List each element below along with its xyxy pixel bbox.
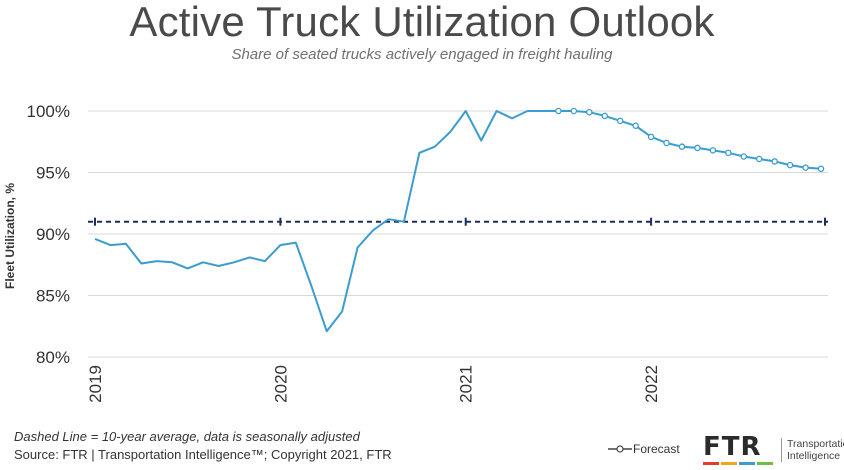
series-line-forecast xyxy=(558,110,822,170)
x-tick-label: 2020 xyxy=(271,365,290,403)
ftr-logo-text: Transportation Intelligence xyxy=(781,437,844,462)
x-tick-label: 2021 xyxy=(457,365,476,403)
logo-bar xyxy=(739,462,755,465)
ten-year-average-line xyxy=(88,217,828,226)
x-axis-tick-labels: 2019 2020 2021 2022 xyxy=(86,365,661,403)
forecast-point xyxy=(725,149,732,157)
ftr-logo-color-bars xyxy=(703,462,775,465)
forecast-point xyxy=(709,147,717,154)
chart-legend: Forecast xyxy=(607,442,680,456)
logo-text-line1: Transportation xyxy=(787,437,844,450)
x-tick-label: 2019 xyxy=(86,365,105,403)
forecast-markers xyxy=(555,107,825,173)
chart-title: Active Truck Utilization Outlook xyxy=(129,0,715,45)
forecast-point xyxy=(771,158,778,165)
forecast-point xyxy=(586,108,593,116)
ftr-logo-mark: FTR xyxy=(703,432,762,462)
y-axis-label: Fleet Utilization, % xyxy=(3,183,17,289)
chart-subtitle: Share of seated trucks actively engaged … xyxy=(231,46,613,63)
y-tick-label: 85% xyxy=(36,287,70,306)
legend-forecast-swatch xyxy=(608,445,632,453)
y-tick-label: 100% xyxy=(27,102,70,121)
logo-text-line2: Intelligence xyxy=(787,449,841,462)
forecast-point xyxy=(817,165,825,173)
ftr-logo: FTR Transportation Intelligence xyxy=(703,434,844,465)
forecast-point xyxy=(802,164,809,171)
y-tick-label: 90% xyxy=(36,225,70,244)
logo-bar xyxy=(757,462,773,465)
forecast-point xyxy=(678,143,686,150)
forecast-point xyxy=(740,153,748,160)
forecast-point xyxy=(570,107,578,115)
forecast-point xyxy=(555,107,562,115)
forecast-point xyxy=(786,161,794,169)
line-chart: 80% 85% 90% 95% 100% 2019 2020 2021 2022 Fleet … xyxy=(3,102,828,403)
forecast-point xyxy=(601,112,608,120)
y-tick-label: 80% xyxy=(36,348,70,367)
forecast-point xyxy=(755,155,763,163)
forecast-point xyxy=(647,133,655,141)
series-line-actual xyxy=(94,110,559,333)
logo-bar xyxy=(721,462,737,465)
logo-bar xyxy=(703,462,719,465)
forecast-point xyxy=(663,139,670,147)
footnote-average: Dashed Line = 10-year average, data is s… xyxy=(14,429,360,444)
source-line: Source: FTR | Transportation Intelligenc… xyxy=(14,447,392,462)
y-tick-label: 95% xyxy=(36,164,70,183)
gridlines xyxy=(88,110,828,358)
y-axis-tick-labels: 80% 85% 90% 95% 100% xyxy=(27,102,70,367)
forecast-point xyxy=(616,117,624,125)
forecast-point xyxy=(632,122,639,130)
x-tick-label: 2022 xyxy=(642,365,661,403)
legend-forecast-label: Forecast xyxy=(633,442,680,456)
forecast-point xyxy=(694,144,701,152)
